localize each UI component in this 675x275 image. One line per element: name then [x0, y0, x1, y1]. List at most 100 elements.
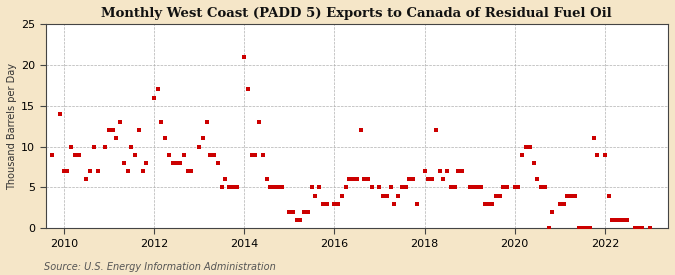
- Point: [205, 153, 216, 157]
- Point: [58, 169, 69, 173]
- Point: [580, 226, 591, 231]
- Point: [633, 226, 644, 231]
- Point: [483, 202, 494, 206]
- Point: [321, 202, 332, 206]
- Point: [599, 153, 610, 157]
- Point: [197, 136, 208, 141]
- Point: [141, 161, 152, 165]
- Point: [562, 194, 573, 198]
- Point: [431, 128, 441, 133]
- Point: [269, 185, 279, 190]
- Point: [491, 194, 502, 198]
- Point: [156, 120, 167, 124]
- Point: [389, 202, 400, 206]
- Point: [167, 161, 178, 165]
- Y-axis label: Thousand Barrels per Day: Thousand Barrels per Day: [7, 63, 17, 190]
- Point: [103, 128, 114, 133]
- Point: [611, 218, 622, 222]
- Point: [419, 169, 430, 173]
- Point: [577, 226, 588, 231]
- Point: [257, 153, 268, 157]
- Point: [535, 185, 546, 190]
- Point: [84, 169, 95, 173]
- Point: [306, 185, 317, 190]
- Point: [74, 153, 84, 157]
- Point: [130, 153, 140, 157]
- Point: [250, 153, 261, 157]
- Point: [179, 153, 190, 157]
- Point: [62, 169, 73, 173]
- Point: [520, 144, 531, 149]
- Point: [457, 169, 468, 173]
- Point: [502, 185, 512, 190]
- Point: [186, 169, 197, 173]
- Point: [88, 144, 99, 149]
- Point: [126, 144, 137, 149]
- Point: [137, 169, 148, 173]
- Point: [292, 218, 302, 222]
- Point: [348, 177, 358, 182]
- Point: [175, 161, 186, 165]
- Point: [216, 185, 227, 190]
- Point: [588, 136, 599, 141]
- Point: [573, 226, 584, 231]
- Point: [438, 177, 449, 182]
- Point: [645, 226, 655, 231]
- Point: [265, 185, 276, 190]
- Point: [295, 218, 306, 222]
- Point: [92, 169, 103, 173]
- Point: [329, 202, 340, 206]
- Point: [153, 87, 163, 92]
- Point: [637, 226, 648, 231]
- Point: [475, 185, 486, 190]
- Point: [400, 185, 411, 190]
- Point: [352, 177, 362, 182]
- Point: [585, 226, 595, 231]
- Point: [408, 177, 418, 182]
- Point: [246, 153, 257, 157]
- Point: [314, 185, 325, 190]
- Point: [362, 177, 373, 182]
- Point: [618, 218, 629, 222]
- Point: [453, 169, 464, 173]
- Point: [220, 177, 231, 182]
- Point: [404, 177, 415, 182]
- Text: Source: U.S. Energy Information Administration: Source: U.S. Energy Information Administ…: [44, 262, 275, 272]
- Point: [160, 136, 171, 141]
- Point: [622, 218, 633, 222]
- Point: [592, 153, 603, 157]
- Point: [378, 194, 389, 198]
- Point: [182, 169, 193, 173]
- Point: [367, 185, 377, 190]
- Point: [66, 144, 77, 149]
- Point: [524, 144, 535, 149]
- Point: [494, 194, 505, 198]
- Point: [630, 226, 641, 231]
- Point: [299, 210, 310, 214]
- Point: [344, 177, 355, 182]
- Point: [111, 136, 122, 141]
- Point: [288, 210, 298, 214]
- Point: [472, 185, 483, 190]
- Point: [134, 128, 144, 133]
- Point: [374, 185, 385, 190]
- Point: [148, 95, 159, 100]
- Point: [115, 120, 126, 124]
- Point: [231, 185, 242, 190]
- Point: [427, 177, 437, 182]
- Point: [333, 202, 344, 206]
- Point: [355, 128, 366, 133]
- Point: [528, 161, 539, 165]
- Point: [340, 185, 351, 190]
- Point: [227, 185, 238, 190]
- Point: [543, 226, 554, 231]
- Point: [393, 194, 404, 198]
- Point: [194, 144, 205, 149]
- Point: [239, 54, 250, 59]
- Point: [412, 202, 423, 206]
- Point: [242, 87, 253, 92]
- Point: [487, 202, 497, 206]
- Point: [336, 194, 347, 198]
- Point: [547, 210, 558, 214]
- Title: Monthly West Coast (PADD 5) Exports to Canada of Residual Fuel Oil: Monthly West Coast (PADD 5) Exports to C…: [101, 7, 612, 20]
